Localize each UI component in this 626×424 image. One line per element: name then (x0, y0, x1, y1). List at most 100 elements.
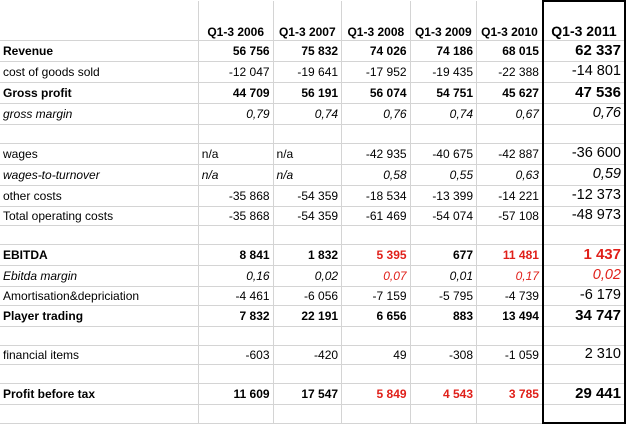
value-cell[interactable] (341, 364, 411, 384)
value-cell[interactable] (476, 404, 544, 424)
value-cell[interactable]: 0,01 (410, 265, 478, 287)
row-label-cell[interactable]: wages-to-turnover (0, 164, 199, 186)
value-cell[interactable]: 75 832 (273, 40, 343, 62)
value-cell[interactable]: -13 399 (410, 185, 478, 207)
value-cell[interactable]: n/a (273, 143, 343, 165)
value-cell[interactable]: -61 469 (341, 205, 411, 226)
value-cell[interactable] (198, 225, 274, 245)
value-cell[interactable]: 4 543 (410, 383, 478, 405)
value-cell[interactable]: 0,55 (410, 164, 478, 186)
value-cell[interactable]: -1 059 (476, 345, 544, 365)
value-cell[interactable]: 47 536 (541, 82, 626, 104)
row-label-cell[interactable]: Amortisation&depriciation (0, 286, 199, 306)
value-cell[interactable]: 1 437 (541, 244, 626, 266)
value-cell[interactable] (198, 326, 274, 346)
value-cell[interactable]: -4 461 (198, 286, 274, 306)
value-cell[interactable] (273, 225, 343, 245)
value-cell[interactable]: 0,74 (410, 103, 478, 125)
value-cell[interactable] (273, 326, 343, 346)
value-cell[interactable] (341, 326, 411, 346)
value-cell[interactable]: n/a (198, 164, 274, 186)
value-cell[interactable] (476, 364, 544, 384)
value-cell[interactable]: -54 074 (410, 205, 478, 226)
row-label-cell[interactable] (0, 124, 199, 144)
value-cell[interactable]: 677 (410, 244, 478, 266)
value-cell[interactable]: -54 359 (273, 205, 343, 226)
row-label-cell[interactable]: Total operating costs (0, 205, 199, 226)
value-cell[interactable]: -40 675 (410, 143, 478, 165)
value-cell[interactable]: -42 887 (476, 143, 544, 165)
column-header[interactable]: Q1-3 2010 (476, 1, 544, 41)
value-cell[interactable]: 22 191 (273, 305, 343, 327)
value-cell[interactable]: 0,58 (341, 164, 411, 186)
value-cell[interactable]: 1 832 (273, 244, 343, 266)
value-cell[interactable]: -420 (273, 345, 343, 365)
value-cell[interactable]: 13 494 (476, 305, 544, 327)
row-label-cell[interactable]: wages (0, 143, 199, 165)
value-cell[interactable]: 34 747 (541, 305, 626, 327)
value-cell[interactable]: 11 481 (476, 244, 544, 266)
value-cell[interactable] (198, 404, 274, 424)
value-cell[interactable] (341, 404, 411, 424)
value-cell[interactable]: -35 868 (198, 205, 274, 226)
value-cell[interactable]: -6 179 (541, 286, 626, 306)
value-cell[interactable] (541, 326, 626, 346)
row-label-cell[interactable] (0, 364, 199, 384)
column-header[interactable]: Q1-3 2007 (273, 1, 343, 41)
value-cell[interactable]: 0,76 (541, 103, 626, 125)
value-cell[interactable]: 62 337 (541, 40, 626, 62)
value-cell[interactable]: 74 186 (410, 40, 478, 62)
value-cell[interactable] (476, 326, 544, 346)
value-cell[interactable]: 68 015 (476, 40, 544, 62)
value-cell[interactable]: 11 609 (198, 383, 274, 405)
value-cell[interactable]: -6 056 (273, 286, 343, 306)
value-cell[interactable]: -18 534 (341, 185, 411, 207)
value-cell[interactable]: 0,02 (273, 265, 343, 287)
value-cell[interactable]: -48 973 (541, 205, 626, 226)
row-label-cell[interactable]: Profit before tax (0, 383, 199, 405)
value-cell[interactable]: -19 435 (410, 61, 478, 83)
value-cell[interactable]: -12 047 (198, 61, 274, 83)
value-cell[interactable]: 49 (341, 345, 411, 365)
value-cell[interactable]: 8 841 (198, 244, 274, 266)
value-cell[interactable]: 0,02 (541, 265, 626, 287)
value-cell[interactable]: -42 935 (341, 143, 411, 165)
value-cell[interactable]: -7 159 (341, 286, 411, 306)
value-cell[interactable]: -14 801 (541, 61, 626, 83)
row-label-cell[interactable]: Player trading (0, 305, 199, 327)
value-cell[interactable]: 56 191 (273, 82, 343, 104)
value-cell[interactable]: 0,17 (476, 265, 544, 287)
value-cell[interactable]: 0,59 (541, 164, 626, 186)
value-cell[interactable]: 2 310 (541, 345, 626, 365)
value-cell[interactable] (410, 326, 478, 346)
value-cell[interactable]: -4 739 (476, 286, 544, 306)
value-cell[interactable]: 6 656 (341, 305, 411, 327)
value-cell[interactable]: -19 641 (273, 61, 343, 83)
row-label-cell[interactable]: Revenue (0, 40, 199, 62)
row-label-cell[interactable]: cost of goods sold (0, 61, 199, 83)
header-corner-cell[interactable] (0, 1, 199, 41)
value-cell[interactable]: 0,63 (476, 164, 544, 186)
column-header[interactable]: Q1-3 2006 (198, 1, 274, 41)
value-cell[interactable]: 74 026 (341, 40, 411, 62)
row-label-cell[interactable]: gross margin (0, 103, 199, 125)
value-cell[interactable] (476, 225, 544, 245)
value-cell[interactable]: -12 373 (541, 185, 626, 207)
value-cell[interactable]: 0,76 (341, 103, 411, 125)
value-cell[interactable]: -5 795 (410, 286, 478, 306)
value-cell[interactable] (273, 364, 343, 384)
row-label-cell[interactable]: Ebitda margin (0, 265, 199, 287)
value-cell[interactable]: 0,67 (476, 103, 544, 125)
value-cell[interactable]: -57 108 (476, 205, 544, 226)
value-cell[interactable]: 44 709 (198, 82, 274, 104)
value-cell[interactable]: n/a (273, 164, 343, 186)
value-cell[interactable]: 0,79 (198, 103, 274, 125)
value-cell[interactable]: 7 832 (198, 305, 274, 327)
value-cell[interactable] (410, 364, 478, 384)
value-cell[interactable]: -35 868 (198, 185, 274, 207)
value-cell[interactable]: -54 359 (273, 185, 343, 207)
value-cell[interactable]: -603 (198, 345, 274, 365)
value-cell[interactable]: 56 756 (198, 40, 274, 62)
value-cell[interactable]: 5 395 (341, 244, 411, 266)
value-cell[interactable] (541, 225, 626, 245)
